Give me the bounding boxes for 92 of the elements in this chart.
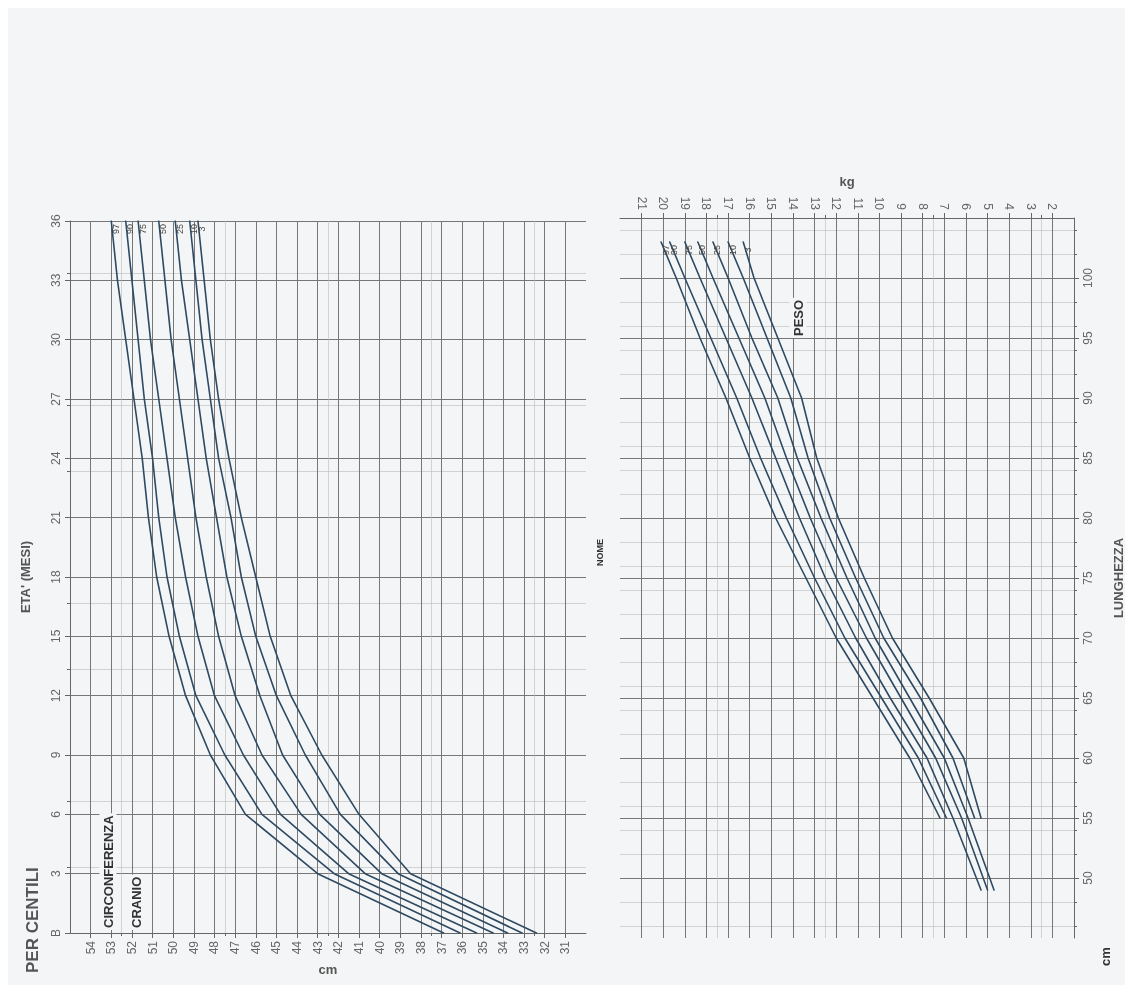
x-tick-label: 45: [269, 940, 284, 955]
text: 3: [197, 226, 208, 232]
y-tick-label: 50: [1081, 871, 1095, 885]
x-tick-label: 31: [558, 940, 573, 955]
text: 75: [137, 223, 148, 235]
text: 10: [189, 223, 200, 235]
x-tick-label: 18: [699, 196, 714, 211]
text: 90: [125, 223, 136, 235]
x-tick-label: 53: [104, 940, 119, 955]
y-tick-label: 18: [49, 570, 63, 584]
y-tick-label: 90: [1081, 391, 1095, 405]
text: 25: [174, 223, 185, 235]
text: 25: [712, 244, 723, 256]
annotation: PESO: [790, 299, 806, 336]
x-tick-label: 36: [455, 940, 470, 955]
x-tick-label: 34: [496, 940, 511, 955]
x-tick-label: 5: [980, 203, 995, 211]
y-tick-label: 6: [49, 810, 63, 818]
x-tick-label: 49: [186, 940, 201, 955]
x-tick-label: 50: [166, 940, 181, 955]
y-axis-title: ETA' (MESI): [18, 540, 33, 614]
y-tick-label: 9: [49, 751, 63, 759]
x-tick-label: 10: [872, 196, 887, 211]
x-tick-label: 41: [351, 940, 366, 955]
y-tick-label: 85: [1081, 451, 1095, 465]
x-tick-label: 42: [331, 940, 346, 955]
text: 90: [669, 244, 680, 256]
y-tick-label: 65: [1081, 691, 1095, 705]
x-tick-label: 11: [850, 197, 865, 211]
text: 50: [158, 223, 169, 235]
x-tick-label: 52: [124, 940, 139, 955]
y-tick-label: 12: [49, 688, 63, 703]
y-tick-label: 21: [49, 510, 63, 525]
text: NOME: [595, 539, 605, 566]
x-tick-label: 48: [207, 940, 222, 955]
y-tick-label: 75: [1081, 571, 1095, 585]
annotation: CIRCONFERENZA: [100, 814, 116, 928]
x-tick-label: 8: [915, 203, 930, 211]
annotation: CRANIO: [128, 876, 144, 928]
x-tick-label: 39: [393, 940, 408, 955]
x-tick-label: 2: [1045, 203, 1060, 211]
y-tick-label: 24: [49, 451, 63, 466]
y-tick-label: 100: [1081, 267, 1095, 289]
x-tick-label: 4: [1002, 203, 1017, 211]
x-tick-label: 12: [829, 196, 844, 211]
y-axis-title: LUNGHEZZA: [1111, 537, 1125, 619]
text: 97: [660, 244, 671, 256]
x-tick-label: 51: [145, 940, 160, 955]
y-tick-label: 80: [1081, 511, 1095, 525]
x-tick-label: 9: [894, 203, 909, 211]
x-tick-label: 43: [310, 940, 325, 955]
text: cm: [1097, 947, 1113, 966]
x-tick-label: 44: [290, 940, 305, 955]
x-axis-title: cm: [318, 962, 338, 977]
y-tick-label: 36: [49, 214, 63, 228]
y-tick-label: 15: [49, 629, 63, 644]
y-tick-label: 70: [1081, 631, 1095, 645]
x-tick-label: 19: [677, 196, 692, 211]
y-tick-label: 33: [49, 273, 63, 288]
x-tick-label: 13: [807, 196, 822, 211]
y-tick-label: 60: [1081, 751, 1095, 765]
x-tick-label: 6: [958, 203, 973, 211]
text: 97: [110, 223, 121, 235]
text: 50: [697, 244, 708, 256]
y-tick-label: 95: [1081, 331, 1095, 345]
x-axis-title: kg: [839, 174, 855, 189]
x-tick-label: 16: [742, 196, 757, 211]
x-tick-label: 17: [721, 196, 736, 211]
x-tick-label: 47: [228, 940, 243, 955]
y-tick-label: B: [49, 928, 63, 938]
x-tick-label: 3: [1023, 203, 1038, 211]
x-tick-label: 21: [634, 196, 649, 211]
text: PER CENTILI: [22, 867, 42, 973]
y-tick-label: 30: [49, 332, 63, 347]
x-tick-label: 54: [83, 940, 98, 955]
y-tick-label: 27: [49, 392, 63, 406]
x-tick-label: 37: [434, 940, 449, 955]
x-tick-label: 40: [372, 940, 387, 955]
x-tick-label: 14: [785, 196, 800, 211]
text: 3: [742, 247, 753, 253]
x-tick-label: 35: [475, 940, 490, 955]
y-tick-label: 55: [1081, 811, 1095, 825]
y-tick-label: 3: [49, 870, 63, 878]
text: 75: [684, 244, 695, 256]
x-tick-label: 15: [764, 196, 779, 211]
x-tick-label: 38: [413, 940, 428, 955]
x-tick-label: 20: [656, 196, 671, 211]
text: 10: [727, 244, 738, 256]
x-tick-label: 46: [248, 940, 263, 955]
x-tick-label: 7: [937, 203, 952, 211]
x-tick-label: 33: [517, 940, 532, 955]
x-tick-label: 32: [537, 940, 552, 955]
